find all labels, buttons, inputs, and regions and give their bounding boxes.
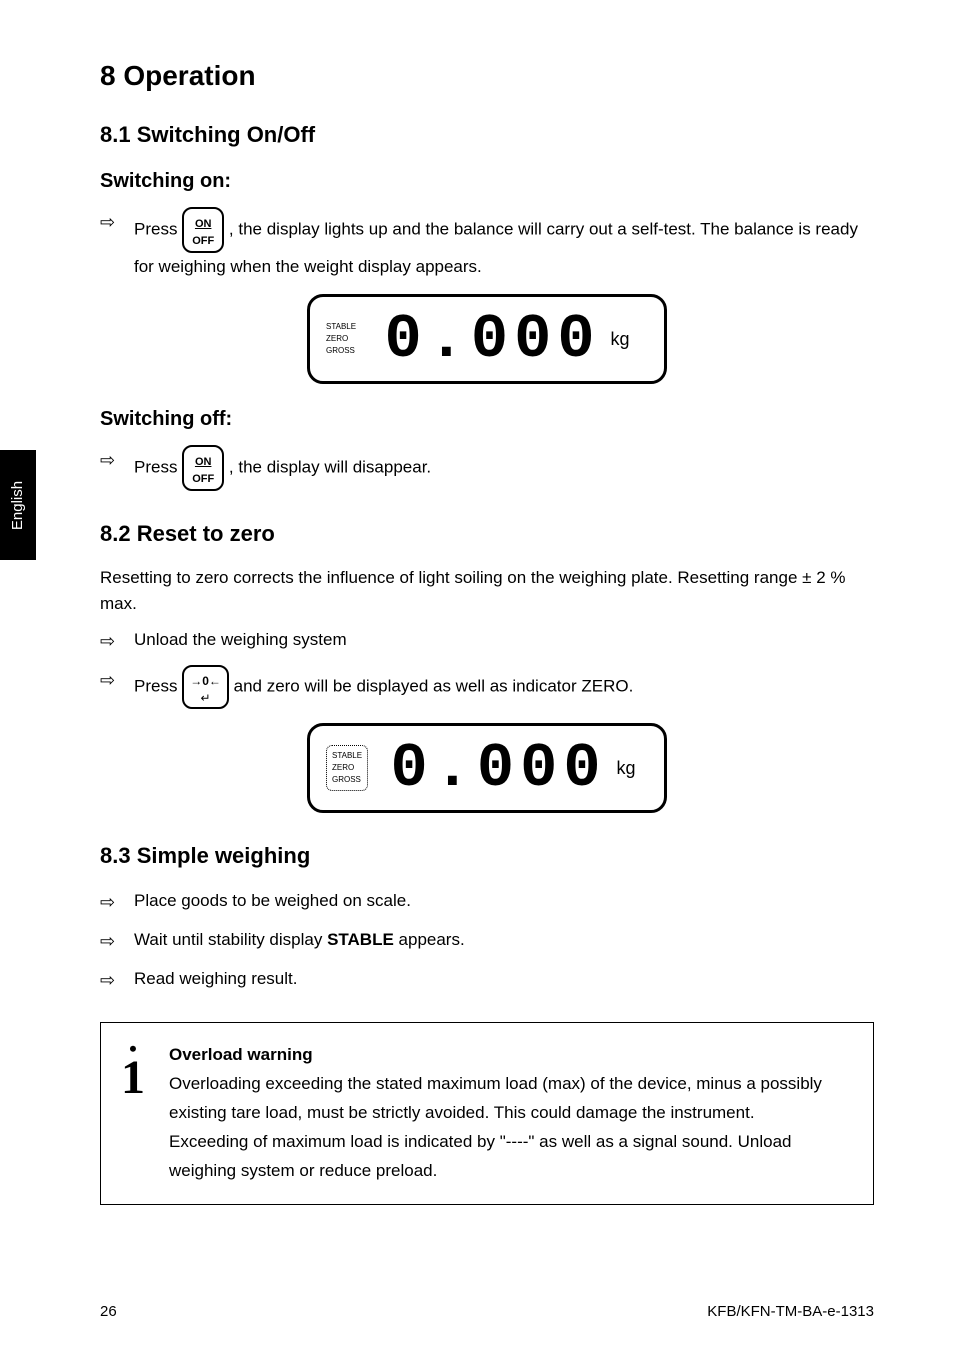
text-fragment: Press [134, 458, 182, 477]
lcd-label-zero: ZERO [326, 333, 356, 345]
on-off-button-icon: ON OFF [182, 445, 224, 491]
lcd-labels: STABLE ZERO GROSS [326, 321, 356, 357]
heading-switch-on: Switching on: [100, 170, 874, 193]
overload-warning-text: Overload warning Overloading exceeding t… [169, 1041, 853, 1185]
stable-label: STABLE [327, 930, 394, 949]
step-unload: ⇨ Unload the weighing system [100, 626, 874, 655]
step-press-zero: ⇨ Press →0← ↵ and zero will be displayed… [100, 665, 874, 709]
off-label: OFF [192, 235, 214, 247]
lcd-unit: kg [617, 758, 636, 779]
step-switch-on: ⇨ Press ON OFF , the display lights up a… [100, 207, 874, 280]
language-tab-label: English [10, 480, 27, 529]
step-switch-on-text: Press ON OFF , the display lights up and… [134, 207, 874, 280]
lcd-labels-highlighted: STABLE ZERO GROSS [326, 745, 368, 791]
step-unload-text: Unload the weighing system [134, 626, 347, 653]
lcd-digits: 0.000 kg [378, 733, 648, 804]
step-read-result-text: Read weighing result. [134, 965, 297, 992]
overload-body2: Exceeding of maximum load is indicated b… [169, 1128, 853, 1186]
lcd-display-zero: STABLE ZERO GROSS 0.000 kg [307, 723, 667, 813]
language-tab: English [0, 450, 36, 560]
arrow-icon: ⇨ [100, 926, 120, 955]
page-number: 26 [100, 1303, 117, 1320]
heading-operation: 8 Operation [100, 60, 874, 92]
lcd-digits: 0.000 kg [366, 304, 648, 375]
page-footer: 26 KFB/KFN-TM-BA-e-1313 [100, 1303, 874, 1320]
arrow-icon: ⇨ [100, 207, 120, 236]
step-switch-off: ⇨ Press ON OFF , the display will disapp… [100, 445, 874, 491]
lcd-label-stable: STABLE [332, 750, 362, 762]
on-label: ON [195, 218, 212, 230]
text-fragment: Press [134, 219, 182, 238]
lcd-label-gross: GROSS [326, 345, 356, 357]
arrow-icon: ⇨ [100, 965, 120, 994]
text-fragment: and zero will be displayed as well as in… [234, 677, 634, 696]
info-i: 1 [121, 1051, 145, 1104]
step-switch-off-text: Press ON OFF , the display will disappea… [134, 445, 431, 491]
overload-code: ---- [506, 1132, 529, 1151]
lcd-value: 0.000 [391, 733, 607, 804]
text-fragment: , the display will disappear. [229, 458, 431, 477]
lcd-label-zero: ZERO [332, 762, 362, 774]
on-label: ON [195, 456, 212, 468]
heading-switch-off: Switching off: [100, 408, 874, 431]
on-off-button-icon: ON OFF [182, 207, 224, 253]
overload-body1: Overloading exceeding the stated maximum… [169, 1070, 853, 1128]
arrow-icon: ⇨ [100, 445, 120, 474]
lcd-display: STABLE ZERO GROSS 0.000 kg [307, 294, 667, 384]
lcd-unit: kg [611, 329, 630, 350]
info-icon: • 1 [121, 1041, 145, 1102]
heading-switching: 8.1 Switching On/Off [100, 122, 874, 148]
step-wait-stable: ⇨ Wait until stability display STABLE ap… [100, 926, 874, 955]
lcd-value: 0.000 [385, 304, 601, 375]
heading-simple-weighing: 8.3 Simple weighing [100, 843, 874, 869]
step-press-zero-text: Press →0← ↵ and zero will be displayed a… [134, 665, 633, 709]
step-place-goods: ⇨ Place goods to be weighed on scale. [100, 887, 874, 916]
overload-heading: Overload warning [169, 1045, 313, 1064]
zero-button-icon: →0← ↵ [182, 665, 229, 709]
arrow-icon: ⇨ [100, 665, 120, 694]
text-fragment: , the display lights up and the balance … [134, 219, 858, 276]
arrow-icon: ⇨ [100, 626, 120, 655]
off-label: OFF [192, 473, 214, 485]
lcd-label-gross: GROSS [332, 774, 362, 786]
step-place-goods-text: Place goods to be weighed on scale. [134, 887, 411, 914]
zero-symbol: →0← [190, 674, 221, 688]
lcd-label-stable: STABLE [326, 321, 356, 333]
overload-warning-box: • 1 Overload warning Overloading exceedi… [100, 1022, 874, 1204]
step-read-result: ⇨ Read weighing result. [100, 965, 874, 994]
step-wait-stable-text: Wait until stability display STABLE appe… [134, 926, 465, 953]
zero-intro-text: Resetting to zero corrects the influence… [100, 565, 874, 616]
text-fragment: Exceeding of maximum load is indicated b… [169, 1132, 506, 1151]
doc-code: KFB/KFN-TM-BA-e-1313 [707, 1303, 874, 1320]
heading-reset-zero: 8.2 Reset to zero [100, 521, 874, 547]
text-fragment: Wait until stability display [134, 930, 327, 949]
enter-symbol: ↵ [201, 691, 211, 705]
text-fragment: appears. [394, 930, 465, 949]
text-fragment: Press [134, 677, 182, 696]
arrow-icon: ⇨ [100, 887, 120, 916]
